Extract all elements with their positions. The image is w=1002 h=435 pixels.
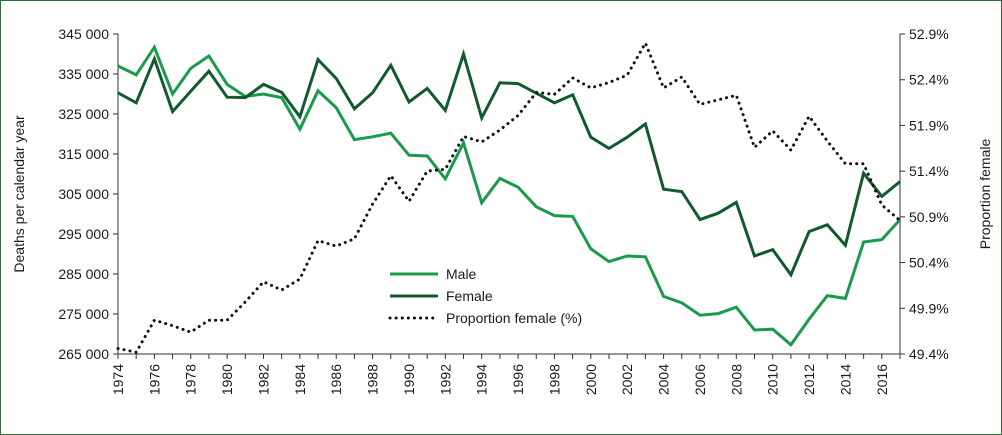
x-tick-label: 1990 [401,364,417,395]
x-tick-label: 2004 [656,364,672,395]
legend: Male Female Proportion female (%) [388,266,582,326]
y-tick-label: 275 000 [58,306,109,322]
series-line-female [117,48,901,278]
x-tick-label: 2006 [692,364,708,395]
x-tick-label: 1984 [292,364,308,395]
ticks: 345 000 335 000 325 000 315 000 305 000 295 0… [58,26,948,395]
x-tick-label: 1992 [437,364,453,395]
y-tick-label: 285 000 [58,266,109,282]
y-tick-label: 345 000 [58,26,109,42]
x-tick-label: 2012 [801,364,817,395]
y-tick-label: 325 000 [58,106,109,122]
y2-tick-label: 49.4% [909,346,949,362]
x-tick-label: 1974 [110,364,126,395]
y-axis-title: Deaths per calendar year [11,115,27,273]
y2-tick-label: 50.9% [909,209,949,225]
y2-tick-label: 52.4% [909,72,949,88]
x-tick-label: 1978 [183,364,199,395]
x-tick-label: 1980 [219,364,235,395]
y2-tick-label: 52.9% [909,26,949,42]
x-tick-label: 2014 [837,364,853,395]
x-tick-label: 1988 [365,364,381,395]
legend-label: Female [446,288,493,304]
y2-tick-label: 51.9% [909,117,949,133]
series-line-proportion-female [116,39,902,354]
x-tick-label: 1994 [474,364,490,395]
x-tick-label: 1986 [328,364,344,395]
x-tick-label: 2010 [765,364,781,395]
x-tick-label: 1982 [255,364,271,395]
legend-label: Proportion female (%) [446,310,582,326]
x-tick-label: 2000 [583,364,599,395]
y-tick-label: 265 000 [58,346,109,362]
y-tick-label: 315 000 [58,146,109,162]
x-tick-label: 1976 [146,364,162,395]
x-tick-label: 2002 [619,364,635,395]
x-tick-label: 2016 [874,364,890,395]
y-tick-label: 295 000 [58,226,109,242]
series-line-male [117,43,902,348]
series-group [116,39,902,354]
y2-tick-label: 51.4% [909,163,949,179]
x-tick-label: 2008 [728,364,744,395]
y2-tick-label: 50.4% [909,255,949,271]
legend-label: Male [446,266,477,282]
y2-tick-label: 49.9% [909,300,949,316]
x-tick-label: 1996 [510,364,526,395]
x-tick-label: 1998 [546,364,562,395]
y2-axis-title: Proportion female [977,139,993,250]
y-tick-label: 335 000 [58,66,109,82]
y-tick-label: 305 000 [58,186,109,202]
